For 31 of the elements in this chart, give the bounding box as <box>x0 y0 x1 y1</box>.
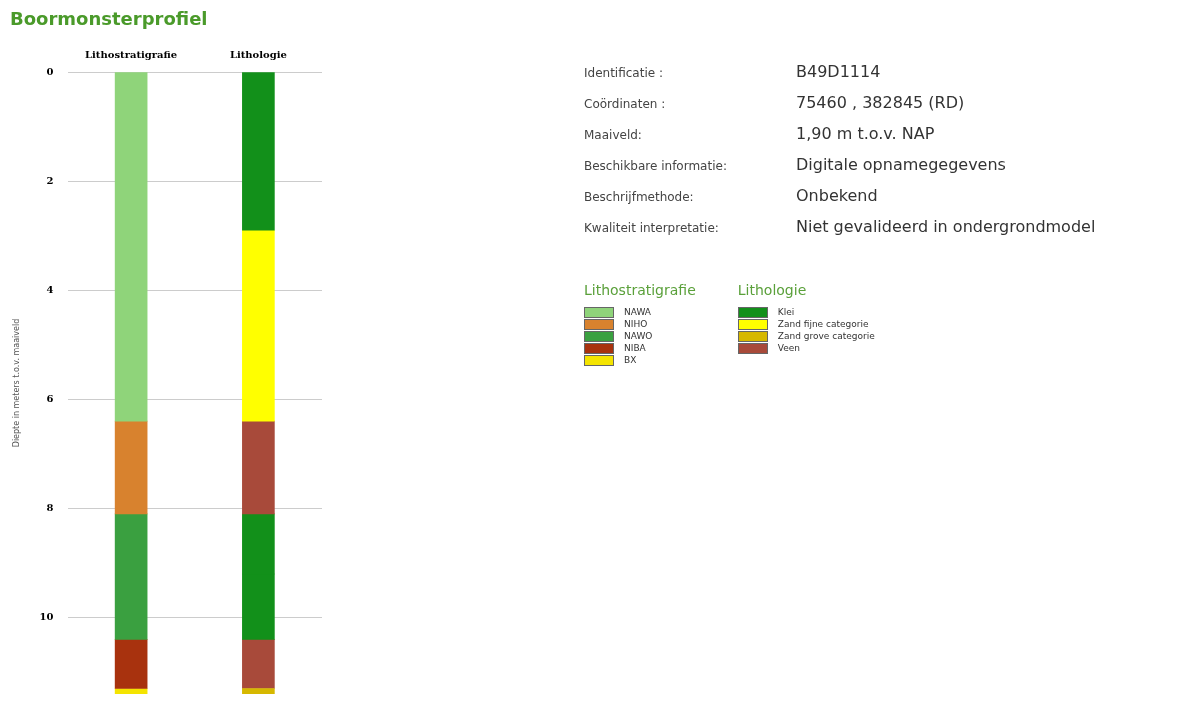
legend-label: Zand fijne categorie <box>777 319 869 329</box>
legend-label: NAWA <box>624 307 651 317</box>
legend-label: Zand grove categorie <box>777 331 875 341</box>
chart-title: Boormonsterprofiel <box>10 8 208 29</box>
text: Coördinaten : <box>584 97 667 111</box>
text: Digitale opnamegegevens <box>796 155 1006 174</box>
legend-label: BX <box>624 355 637 365</box>
legend-label: NAWO <box>624 331 653 341</box>
text: Kwaliteit interpretatie: <box>584 221 720 235</box>
text: Maaiveld: <box>584 128 643 142</box>
category-label: Lithostratigrafie <box>584 282 696 298</box>
legend-label: NIBA <box>624 343 646 353</box>
y-tick-label: 10 <box>39 611 54 623</box>
text: Niet gevalideerd in ondergrondmodel <box>796 217 1096 236</box>
text: Onbekend <box>796 186 878 205</box>
category-label: Lithologie <box>737 282 807 298</box>
y-tick-label: 0 <box>46 65 54 77</box>
y-tick-label: 4 <box>46 283 54 295</box>
text: 75460 , 382845 (RD) <box>796 93 965 112</box>
text: B49D1114 <box>796 62 881 81</box>
text: 1,90 m t.o.v. NAP <box>796 124 935 143</box>
text: Beschikbare informatie: <box>584 159 728 173</box>
y-tick-label: 8 <box>46 502 54 514</box>
legend-label: Veen <box>777 343 801 353</box>
text: Beschrijfmethode: <box>584 190 695 204</box>
y-tick-label: 2 <box>46 174 54 186</box>
text: Identificatie : <box>584 66 664 80</box>
y-tick-label: 6 <box>46 392 54 404</box>
y-axis-title: Diepte in meters t.o.v. maaiveld <box>11 318 21 448</box>
legend-label: NIHO <box>624 319 648 329</box>
legend-label: Klei <box>777 307 795 317</box>
